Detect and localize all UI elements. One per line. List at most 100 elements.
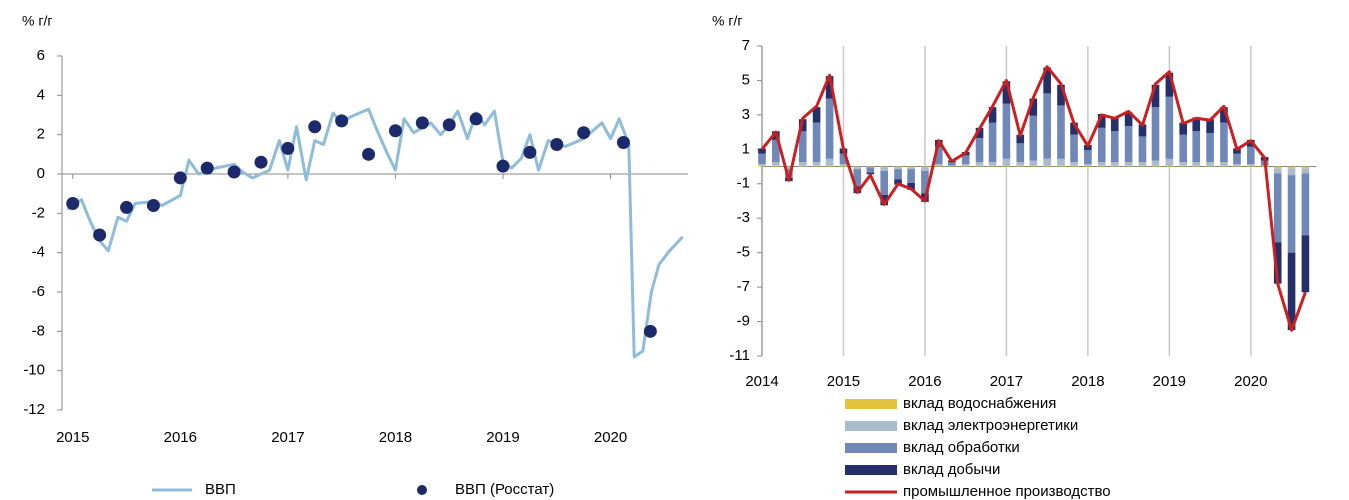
bar-segment — [1273, 173, 1282, 243]
point — [66, 197, 80, 210]
bar-segment — [988, 122, 997, 163]
bar-segment — [907, 166, 915, 168]
bar-segment — [975, 138, 984, 163]
bar-segment — [1151, 84, 1160, 108]
y-tick-label: 1 — [742, 140, 750, 157]
bar-segment — [839, 163, 848, 166]
bar-segment — [1192, 117, 1201, 132]
bar-segment — [1002, 158, 1011, 166]
bar-segment — [758, 163, 766, 166]
bar-segment — [1233, 148, 1241, 154]
bar-segment — [853, 169, 862, 187]
x-tick-label: 2019 — [486, 429, 519, 446]
bar-segment — [1179, 134, 1188, 163]
bar-segment — [988, 162, 997, 166]
bar-segment — [1287, 175, 1296, 253]
bar-segment — [1287, 252, 1296, 331]
bar-segment — [894, 179, 902, 185]
y-tick-label: -5 — [737, 244, 750, 261]
point — [469, 112, 483, 126]
bar-segment — [825, 76, 834, 99]
legend-label: ВВП — [205, 481, 236, 498]
legend-label: вклад водоснабжения — [903, 395, 1056, 412]
x-tick-label: 2015 — [56, 429, 89, 446]
y-tick-label: -8 — [32, 322, 45, 339]
y-tick-label: 2 — [37, 126, 45, 143]
point — [335, 114, 349, 128]
legend-label: вклад электроэнергетики — [903, 417, 1078, 434]
bar-segment — [1070, 122, 1078, 135]
legend-label: вклад обработки — [903, 439, 1020, 456]
bar-segment — [1233, 163, 1241, 166]
bar-segment — [1179, 162, 1188, 166]
bar-segment — [961, 155, 970, 164]
point — [550, 138, 564, 151]
bar-segment — [1206, 162, 1214, 166]
y-tick-label: -4 — [32, 244, 45, 261]
bar-segment — [1097, 114, 1106, 128]
x-tick-label: 2020 — [1234, 373, 1267, 390]
bar-segment — [1220, 165, 1228, 167]
bar-segment — [988, 107, 997, 123]
bar-segment — [921, 166, 929, 168]
bar-segment — [1097, 165, 1106, 167]
bar-segment — [907, 182, 915, 190]
bar-segment — [1070, 162, 1078, 166]
legend-swatch — [417, 485, 427, 495]
bar-segment — [1124, 162, 1133, 166]
bar-segment — [1097, 127, 1106, 163]
y-tick-label: 3 — [742, 106, 750, 123]
point — [523, 145, 537, 159]
point — [616, 136, 630, 150]
point — [120, 200, 134, 214]
bar-segment — [961, 163, 970, 166]
bar-segment — [798, 131, 807, 163]
bar-segment — [1138, 165, 1147, 167]
y-tick-label: -10 — [23, 362, 45, 379]
bar-segment — [1043, 93, 1051, 159]
bar-segment — [785, 167, 793, 170]
bar-segment — [1220, 122, 1228, 163]
point — [415, 116, 429, 130]
bar-segment — [1273, 166, 1282, 169]
bar-segment — [1043, 165, 1051, 167]
bar-segment — [772, 165, 780, 167]
x-tick-label: 2018 — [379, 429, 412, 446]
bar-segment — [1220, 107, 1228, 123]
bar-segment — [1206, 132, 1214, 163]
bar-segment — [1247, 165, 1255, 167]
bar-segment — [975, 162, 984, 166]
bar-segment — [1192, 165, 1201, 167]
bar-segment — [1138, 136, 1147, 163]
bar-segment — [894, 169, 902, 180]
bar-segment — [1110, 117, 1119, 132]
bar-segment — [785, 169, 793, 178]
bar-segment — [1165, 72, 1174, 97]
bar-segment — [758, 148, 766, 154]
bar-segment — [1070, 134, 1078, 163]
legend-swatch — [845, 399, 897, 409]
point — [496, 159, 510, 173]
bar-segment — [1124, 165, 1133, 167]
bar-segment — [1247, 146, 1255, 164]
y-tick-label: 0 — [37, 165, 45, 182]
bar-segment — [812, 107, 821, 123]
bar-segment — [1273, 242, 1282, 284]
bar-segment — [1029, 160, 1038, 166]
x-tick-label: 2019 — [1153, 373, 1186, 390]
point — [643, 324, 657, 338]
bar-segment — [1057, 158, 1065, 166]
bar-segment — [1301, 173, 1310, 236]
bar-segment — [1043, 67, 1051, 94]
point — [362, 147, 376, 161]
bar-segment — [1084, 165, 1092, 167]
point — [227, 165, 241, 179]
bar-segment — [1287, 168, 1296, 176]
bar-segment — [1165, 158, 1174, 166]
y-tick-label: -11 — [729, 347, 750, 364]
bar-segment — [1084, 163, 1092, 166]
point — [93, 228, 107, 242]
x-tick-label: 2015 — [827, 373, 860, 390]
bar-segment — [866, 167, 875, 173]
